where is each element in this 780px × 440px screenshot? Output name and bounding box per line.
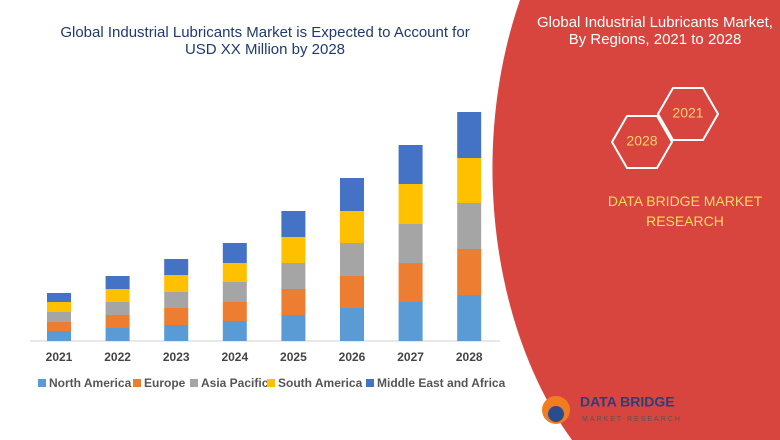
bar-segment (281, 211, 306, 237)
bar-segment (222, 263, 247, 282)
bar-segment (457, 158, 482, 203)
bar-segment (164, 292, 189, 308)
legend-swatch (38, 379, 46, 387)
logo-icon (548, 406, 564, 422)
x-tick-label: 2024 (221, 350, 248, 364)
bar-segment (47, 312, 71, 322)
bar-segment (47, 302, 71, 312)
legend-swatch (190, 379, 198, 387)
bar-segment (398, 302, 423, 341)
x-tick-label: 2027 (397, 350, 424, 364)
hexagon-label: 2021 (672, 105, 703, 121)
bar-segment (105, 302, 130, 315)
bar-segment (105, 289, 130, 302)
hexagon-label: 2028 (626, 133, 657, 149)
bar-segment (457, 112, 482, 158)
bar-segment (457, 295, 482, 341)
bar-segment (222, 321, 247, 341)
bar-segment (105, 276, 130, 289)
bar-segment (47, 331, 71, 341)
legend-label: North America (49, 376, 132, 390)
logo-name: DATA BRIDGE (580, 394, 675, 410)
bar-segment (340, 243, 364, 276)
side-panel-bg (492, 0, 780, 440)
bar-segment (398, 224, 423, 263)
bar-segment (340, 178, 364, 211)
bar-segment (164, 275, 189, 292)
bar-segment (164, 308, 189, 325)
bar-segment (398, 263, 423, 302)
bar-segment (281, 263, 306, 289)
x-tick-label: 2021 (46, 350, 73, 364)
x-tick-label: 2025 (280, 350, 307, 364)
bar-segment (105, 315, 130, 328)
bar-segment (47, 293, 71, 302)
bar-segment (281, 237, 306, 263)
hexagon (656, 87, 720, 141)
bar-segment (340, 308, 364, 341)
bar-segment (281, 289, 306, 315)
legend-swatch (366, 379, 374, 387)
bar-segment (105, 328, 130, 341)
bar-segment (222, 243, 247, 263)
bar-segment (222, 302, 247, 321)
legend-swatch (133, 379, 141, 387)
legend-swatch (267, 379, 275, 387)
bar-segment (398, 145, 423, 184)
legend-label: South America (278, 376, 363, 390)
side-title: Global Industrial Lubricants Market, By … (537, 14, 773, 48)
x-tick-label: 2026 (339, 350, 366, 364)
x-tick-label: 2028 (456, 350, 483, 364)
brand: DATA BRIDGE MARKET RESEARCH (607, 193, 763, 230)
logo-tagline: MARKET RESEARCH (582, 416, 682, 423)
bar-segment (164, 325, 189, 341)
bar-segment (340, 211, 364, 243)
bar-segment (47, 322, 71, 331)
bar-segment (457, 249, 482, 295)
bar-segment (164, 259, 189, 275)
bar-segment (398, 184, 423, 224)
legend-label: Europe (144, 376, 186, 390)
x-tick-label: 2022 (104, 350, 131, 364)
bar-segment (340, 276, 364, 308)
x-tick-label: 2023 (163, 350, 190, 364)
hexagon (610, 115, 674, 169)
legend-label: Middle East and Africa (377, 376, 506, 390)
chart-title: Global Industrial Lubricants Market is E… (60, 24, 470, 58)
bar-segment (222, 282, 247, 302)
legend-label: Asia Pacific (201, 376, 269, 390)
bar-segment (281, 315, 306, 341)
bar-segment (457, 203, 482, 249)
